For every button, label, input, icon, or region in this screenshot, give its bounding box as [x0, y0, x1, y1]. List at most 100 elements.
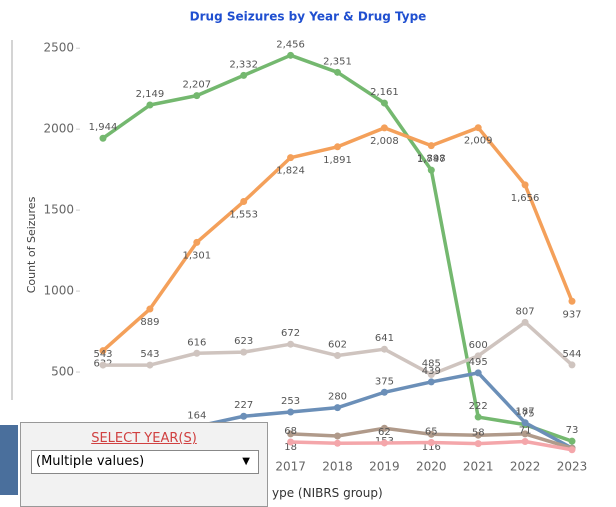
value-label: 2,149: [136, 89, 165, 100]
y-tick-label: 500: [51, 365, 74, 379]
value-label: 68: [284, 426, 297, 437]
y-tick-label: 2000: [43, 122, 74, 136]
point: [146, 305, 154, 313]
value-label: 1,553: [229, 210, 258, 221]
point: [427, 166, 435, 174]
point: [240, 412, 248, 420]
point: [474, 369, 482, 377]
value-label: 937: [562, 309, 581, 320]
value-label: 71: [519, 426, 532, 437]
point: [568, 361, 576, 369]
point: [380, 388, 388, 396]
value-label: 2,456: [276, 39, 305, 50]
value-label: 1,747: [417, 154, 446, 165]
value-label: 889: [140, 317, 159, 328]
point: [521, 419, 529, 427]
x-tick-label: 2021: [463, 460, 494, 474]
point: [334, 432, 341, 440]
filter-panel: SELECT YEAR(S) (Multiple values) ▼: [20, 422, 268, 507]
point: [380, 99, 388, 107]
value-label: 2,008: [370, 136, 399, 147]
value-label: 543: [140, 349, 159, 360]
x-tick-label: 2019: [369, 460, 400, 474]
value-label: 641: [375, 333, 394, 344]
point: [568, 437, 576, 445]
value-label: 543: [93, 349, 112, 360]
y-tick-label: 1500: [43, 203, 74, 217]
point: [146, 101, 154, 109]
value-label: 1,891: [323, 155, 352, 166]
value-label: 672: [281, 328, 300, 339]
point: [334, 68, 341, 76]
point: [193, 349, 201, 357]
point: [380, 439, 388, 447]
point: [334, 439, 341, 447]
value-label: 65: [425, 426, 438, 437]
x-tick-label: 2017: [275, 460, 306, 474]
value-label: 1,824: [276, 166, 305, 177]
value-label: 485: [422, 358, 441, 369]
point: [380, 124, 388, 132]
point: [287, 51, 295, 59]
value-label: 18: [284, 442, 297, 453]
point: [380, 424, 388, 432]
point: [334, 352, 341, 360]
point: [146, 361, 154, 369]
point: [521, 438, 529, 446]
point: [474, 431, 482, 439]
point: [287, 430, 295, 438]
value-label: 616: [187, 337, 206, 348]
value-label: 62: [378, 427, 391, 438]
value-label: 116: [422, 442, 441, 453]
point: [287, 438, 295, 446]
point: [427, 430, 435, 438]
point: [334, 143, 341, 151]
point: [193, 92, 201, 100]
point: [427, 370, 435, 378]
series-line: [101, 53, 573, 443]
point: [287, 340, 295, 348]
point: [240, 348, 248, 356]
point: [427, 142, 435, 150]
value-label: 600: [469, 340, 488, 351]
y-tick-label: 2500: [43, 41, 74, 55]
value-label: 73: [566, 425, 579, 436]
value-label: 164: [187, 410, 206, 421]
point: [521, 430, 529, 438]
point: [568, 446, 576, 454]
point: [99, 347, 107, 355]
y-tick-label: 1000: [43, 284, 74, 298]
point: [287, 154, 295, 162]
value-label: 280: [328, 392, 347, 403]
value-label: 2,009: [464, 136, 493, 147]
point: [99, 361, 107, 369]
value-label: 2,207: [182, 80, 211, 91]
value-label: 807: [516, 306, 535, 317]
point: [240, 198, 248, 206]
value-label: 58: [472, 428, 485, 439]
point: [287, 408, 295, 416]
point: [521, 181, 529, 189]
dropdown-value: (Multiple values): [36, 454, 145, 469]
value-label: 1,944: [89, 122, 118, 133]
legend-title: ype (NIBRS group): [272, 486, 383, 500]
side-bar: [0, 425, 18, 495]
value-label: 1,656: [511, 193, 540, 204]
value-label: 623: [234, 336, 253, 347]
value-label: 375: [375, 376, 394, 387]
value-label: 222: [469, 401, 488, 412]
point: [427, 378, 435, 386]
x-tick-label: 2023: [557, 460, 588, 474]
value-label: 2,351: [323, 56, 352, 67]
value-label: 175: [516, 409, 535, 420]
point: [474, 440, 482, 448]
value-label: 227: [234, 400, 253, 411]
point: [474, 352, 482, 360]
value-label: 253: [281, 396, 300, 407]
point: [474, 124, 482, 132]
chart-title: Drug Seizures by Year & Drug Type: [190, 10, 427, 24]
x-tick-label: 2020: [416, 460, 447, 474]
dropdown[interactable]: (Multiple values) ▼: [31, 450, 259, 474]
point: [521, 318, 529, 326]
